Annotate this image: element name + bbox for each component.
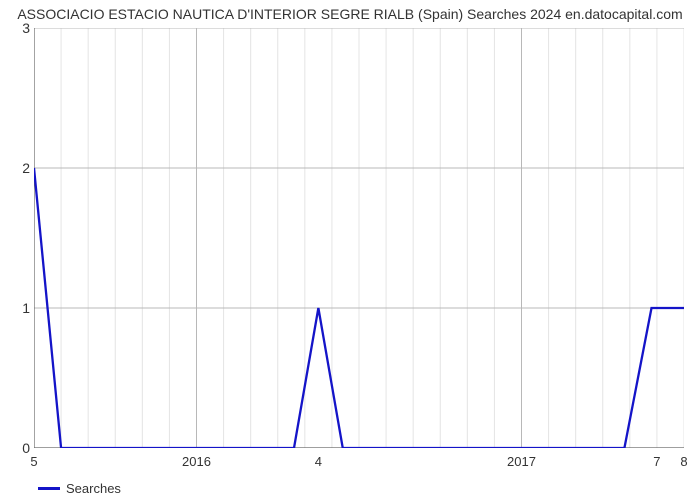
- x-tick-label: 2016: [182, 454, 211, 469]
- plot-area: [34, 28, 684, 448]
- x-extra-label: 7: [653, 454, 660, 469]
- chart-container: ASSOCIACIO ESTACIO NAUTICA D'INTERIOR SE…: [0, 0, 700, 500]
- legend-swatch: [38, 487, 60, 490]
- y-tick-label: 3: [10, 20, 30, 36]
- y-tick-label: 1: [10, 300, 30, 316]
- chart-title: ASSOCIACIO ESTACIO NAUTICA D'INTERIOR SE…: [0, 6, 700, 22]
- x-extra-label: 8: [680, 454, 687, 469]
- plot-svg: [34, 28, 684, 448]
- legend: Searches: [38, 481, 121, 496]
- x-tick-label: 2017: [507, 454, 536, 469]
- legend-label: Searches: [66, 481, 121, 496]
- y-tick-label: 2: [10, 160, 30, 176]
- x-extra-label: 5: [30, 454, 37, 469]
- x-extra-label: 4: [315, 454, 322, 469]
- y-tick-label: 0: [10, 440, 30, 456]
